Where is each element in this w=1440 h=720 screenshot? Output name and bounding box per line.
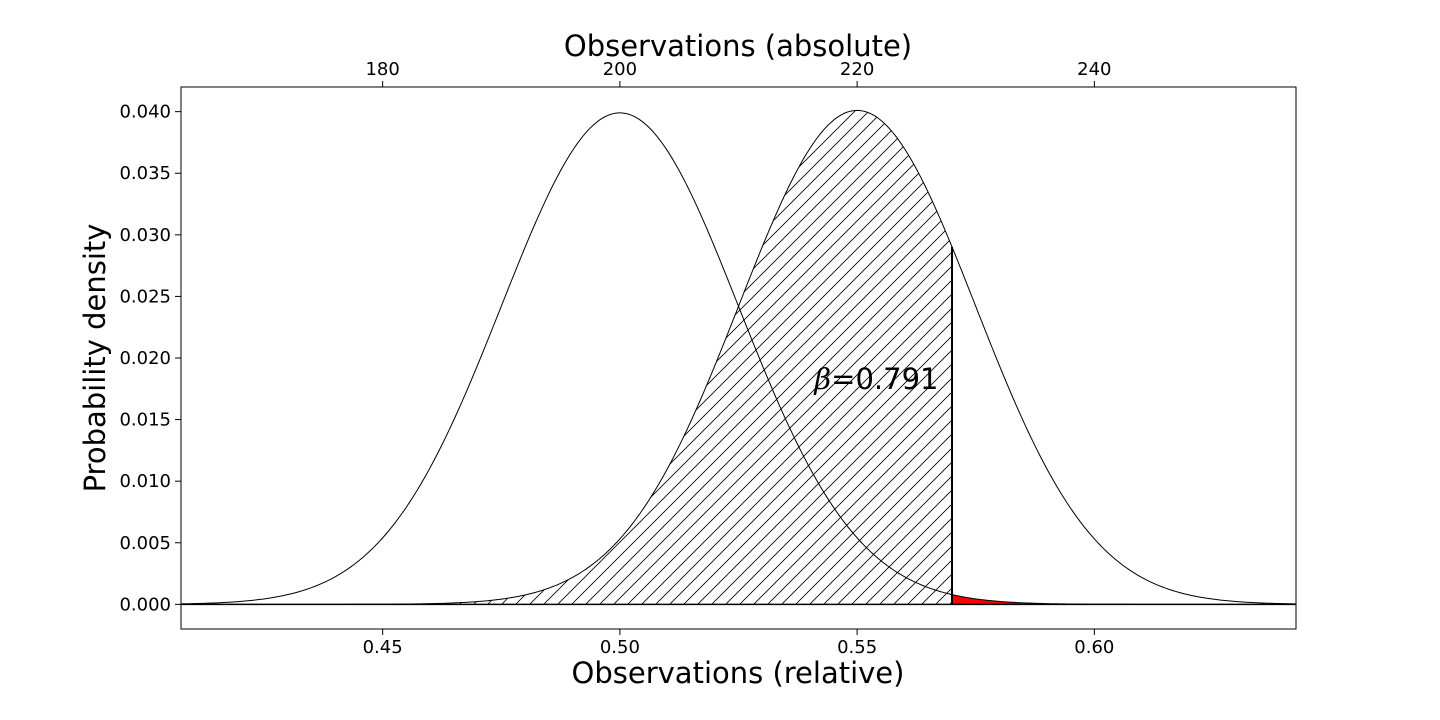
alternative-distribution-curve [181, 109, 1296, 605]
beta-symbol: β [813, 362, 831, 396]
y-axis-title: Probability density [78, 224, 112, 493]
top-tick-label: 180 [365, 59, 399, 80]
bottom-x-axis: 0.45 0.50 0.55 0.60 [363, 629, 1114, 658]
y-tick-label: 0.020 [119, 348, 171, 369]
y-tick-label: 0.030 [119, 225, 171, 246]
y-tick-label: 0.015 [119, 410, 171, 431]
top-tick-label: 240 [1077, 59, 1111, 80]
alpha-region [952, 594, 1296, 605]
y-tick-label: 0.035 [119, 163, 171, 184]
beta-annotation: β=0.791 [813, 362, 938, 396]
y-tick-label: 0.005 [119, 533, 171, 554]
x-tick-label: 0.45 [363, 637, 403, 658]
top-tick-label: 220 [840, 59, 874, 80]
top-axis-title: Observations (absolute) [564, 29, 912, 63]
beta-value: =0.791 [831, 362, 938, 396]
y-tick-label: 0.000 [119, 594, 171, 615]
top-tick-label: 200 [603, 59, 637, 80]
x-axis-title: Observations (relative) [572, 656, 905, 690]
beta-hatched-area [181, 110, 953, 605]
y-tick-label: 0.010 [119, 471, 171, 492]
y-tick-label: 0.040 [119, 102, 171, 123]
y-axis: 0.000 0.005 0.010 0.015 0.020 0.025 0.030 0.035… [119, 102, 181, 615]
plot-area [180, 86, 1297, 630]
x-tick-label: 0.55 [837, 637, 877, 658]
x-tick-label: 0.60 [1074, 637, 1114, 658]
y-tick-label: 0.025 [119, 286, 171, 307]
top-x-axis: 180 200 220 240 [365, 59, 1112, 87]
x-tick-label: 0.50 [600, 637, 640, 658]
